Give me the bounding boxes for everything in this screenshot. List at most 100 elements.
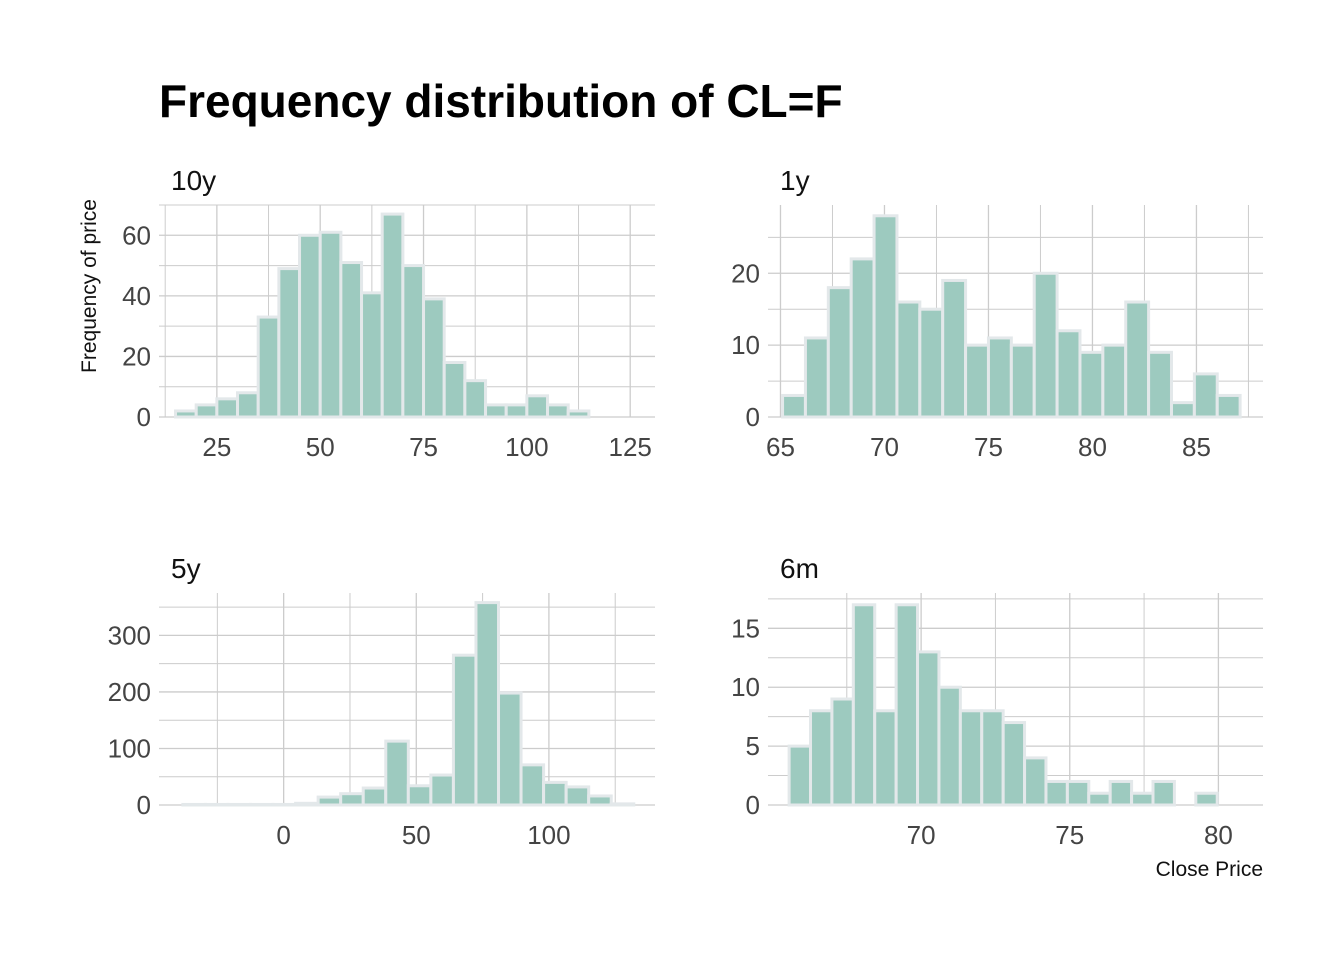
histogram-bar bbox=[1065, 779, 1091, 807]
histogram-bar bbox=[566, 409, 591, 419]
panel-title: 1y bbox=[780, 165, 810, 196]
histogram-bar bbox=[380, 212, 405, 419]
histogram-bar bbox=[519, 763, 546, 807]
histogram-bar bbox=[1124, 300, 1151, 419]
histogram-bar bbox=[318, 230, 343, 419]
histogram-bar bbox=[980, 709, 1005, 807]
histogram-bar bbox=[298, 233, 322, 419]
histogram-bar bbox=[1009, 343, 1036, 419]
y-tick-label: 20 bbox=[122, 341, 151, 371]
histogram-bar bbox=[546, 403, 570, 419]
histogram-bar bbox=[1101, 343, 1128, 419]
histogram-bar bbox=[781, 393, 807, 419]
x-tick-label: 85 bbox=[1182, 432, 1211, 462]
histogram-bar bbox=[918, 307, 945, 419]
histogram-bar bbox=[181, 802, 207, 807]
histogram-bar bbox=[277, 267, 302, 419]
y-tick-label: 15 bbox=[731, 613, 760, 643]
histogram-bar bbox=[986, 336, 1013, 419]
histogram-bar bbox=[463, 379, 488, 419]
histogram-bar bbox=[937, 685, 962, 807]
chart-title: Frequency distribution of CL=F bbox=[159, 75, 843, 127]
x-tick-label: 75 bbox=[1055, 820, 1084, 850]
x-tick-label: 80 bbox=[1078, 432, 1107, 462]
y-tick-label: 200 bbox=[108, 677, 151, 707]
histogram-bar bbox=[339, 261, 364, 419]
histogram-bar bbox=[851, 603, 877, 807]
histogram-bar bbox=[958, 709, 984, 807]
x-tick-label: 100 bbox=[505, 432, 548, 462]
histogram-bar bbox=[1169, 401, 1196, 419]
histogram-bar bbox=[474, 601, 501, 807]
y-tick-label: 300 bbox=[108, 620, 151, 650]
x-tick-label: 25 bbox=[202, 432, 231, 462]
histogram-bar bbox=[384, 739, 410, 807]
histogram-bar bbox=[1194, 791, 1219, 807]
x-tick-label: 50 bbox=[402, 820, 431, 850]
panel-10y: 0 20 40 60 25 50 75 100 125 10y bbox=[122, 165, 655, 462]
y-axis-title: Frequency of price bbox=[78, 199, 101, 373]
x-tick-label: 70 bbox=[870, 432, 899, 462]
histogram-bar bbox=[174, 409, 198, 419]
histogram-bar bbox=[360, 291, 384, 419]
histogram-bar bbox=[803, 336, 830, 419]
histogram-bar bbox=[941, 278, 968, 419]
histogram-bar bbox=[1147, 350, 1173, 419]
histogram-bar bbox=[830, 697, 855, 807]
y-tick-label: 0 bbox=[746, 402, 760, 432]
histogram-bar bbox=[809, 709, 834, 807]
y-tick-label: 5 bbox=[746, 731, 760, 761]
histogram-bar bbox=[236, 391, 260, 419]
histogram-bar bbox=[401, 264, 426, 419]
histogram-bar bbox=[429, 773, 455, 807]
histogram-bar bbox=[256, 315, 281, 419]
histogram-bar bbox=[1087, 791, 1112, 807]
histogram-bar bbox=[1215, 393, 1242, 419]
histogram-bar bbox=[226, 802, 253, 807]
histogram-bar bbox=[587, 794, 613, 807]
panel-5y: 0 100 200 300 0 50 100 5y bbox=[108, 553, 655, 850]
histogram-bar bbox=[849, 257, 876, 419]
histogram-bar bbox=[1108, 779, 1134, 807]
panel-title: 10y bbox=[171, 165, 216, 196]
histogram-bar bbox=[525, 394, 550, 419]
x-tick-label: 50 bbox=[306, 432, 335, 462]
y-tick-label: 0 bbox=[137, 402, 151, 432]
histogram-bar bbox=[1032, 271, 1059, 419]
histogram-bar bbox=[451, 653, 478, 807]
panel-6m: 0 5 10 15 70 75 80 6m bbox=[731, 553, 1263, 850]
x-tick-label: 65 bbox=[766, 432, 795, 462]
x-tick-label: 75 bbox=[974, 432, 1003, 462]
histogram-bar bbox=[406, 784, 433, 807]
panel-title: 6m bbox=[780, 553, 819, 584]
histogram-bar bbox=[1130, 791, 1155, 807]
y-tick-label: 0 bbox=[137, 790, 151, 820]
histogram-bar bbox=[1078, 350, 1105, 419]
y-tick-label: 40 bbox=[122, 281, 151, 311]
panel-title: 5y bbox=[171, 553, 201, 584]
y-tick-label: 10 bbox=[731, 672, 760, 702]
histogram-bar bbox=[895, 300, 922, 419]
histogram-bar bbox=[422, 297, 446, 419]
histogram-bar bbox=[787, 744, 813, 807]
histogram-bar bbox=[316, 795, 343, 807]
histogram-bar bbox=[916, 650, 941, 807]
histogram-bar bbox=[203, 802, 230, 807]
x-tick-label: 100 bbox=[527, 820, 570, 850]
histogram-bar bbox=[1192, 372, 1219, 419]
histogram-bar bbox=[1044, 779, 1069, 807]
y-tick-label: 10 bbox=[731, 330, 760, 360]
x-axis-title: Close Price bbox=[1156, 858, 1263, 881]
histogram-bar bbox=[361, 786, 388, 807]
x-tick-label: 80 bbox=[1204, 820, 1233, 850]
histogram-bar bbox=[826, 286, 853, 419]
histogram-bar bbox=[1023, 756, 1048, 807]
histogram-bar bbox=[271, 802, 298, 807]
histogram-bar bbox=[504, 403, 529, 419]
histogram-bar bbox=[294, 801, 320, 807]
histogram-bar bbox=[894, 603, 920, 807]
histogram-bar bbox=[1001, 721, 1027, 807]
histogram-bar bbox=[964, 343, 990, 419]
histogram-bar bbox=[442, 360, 467, 419]
